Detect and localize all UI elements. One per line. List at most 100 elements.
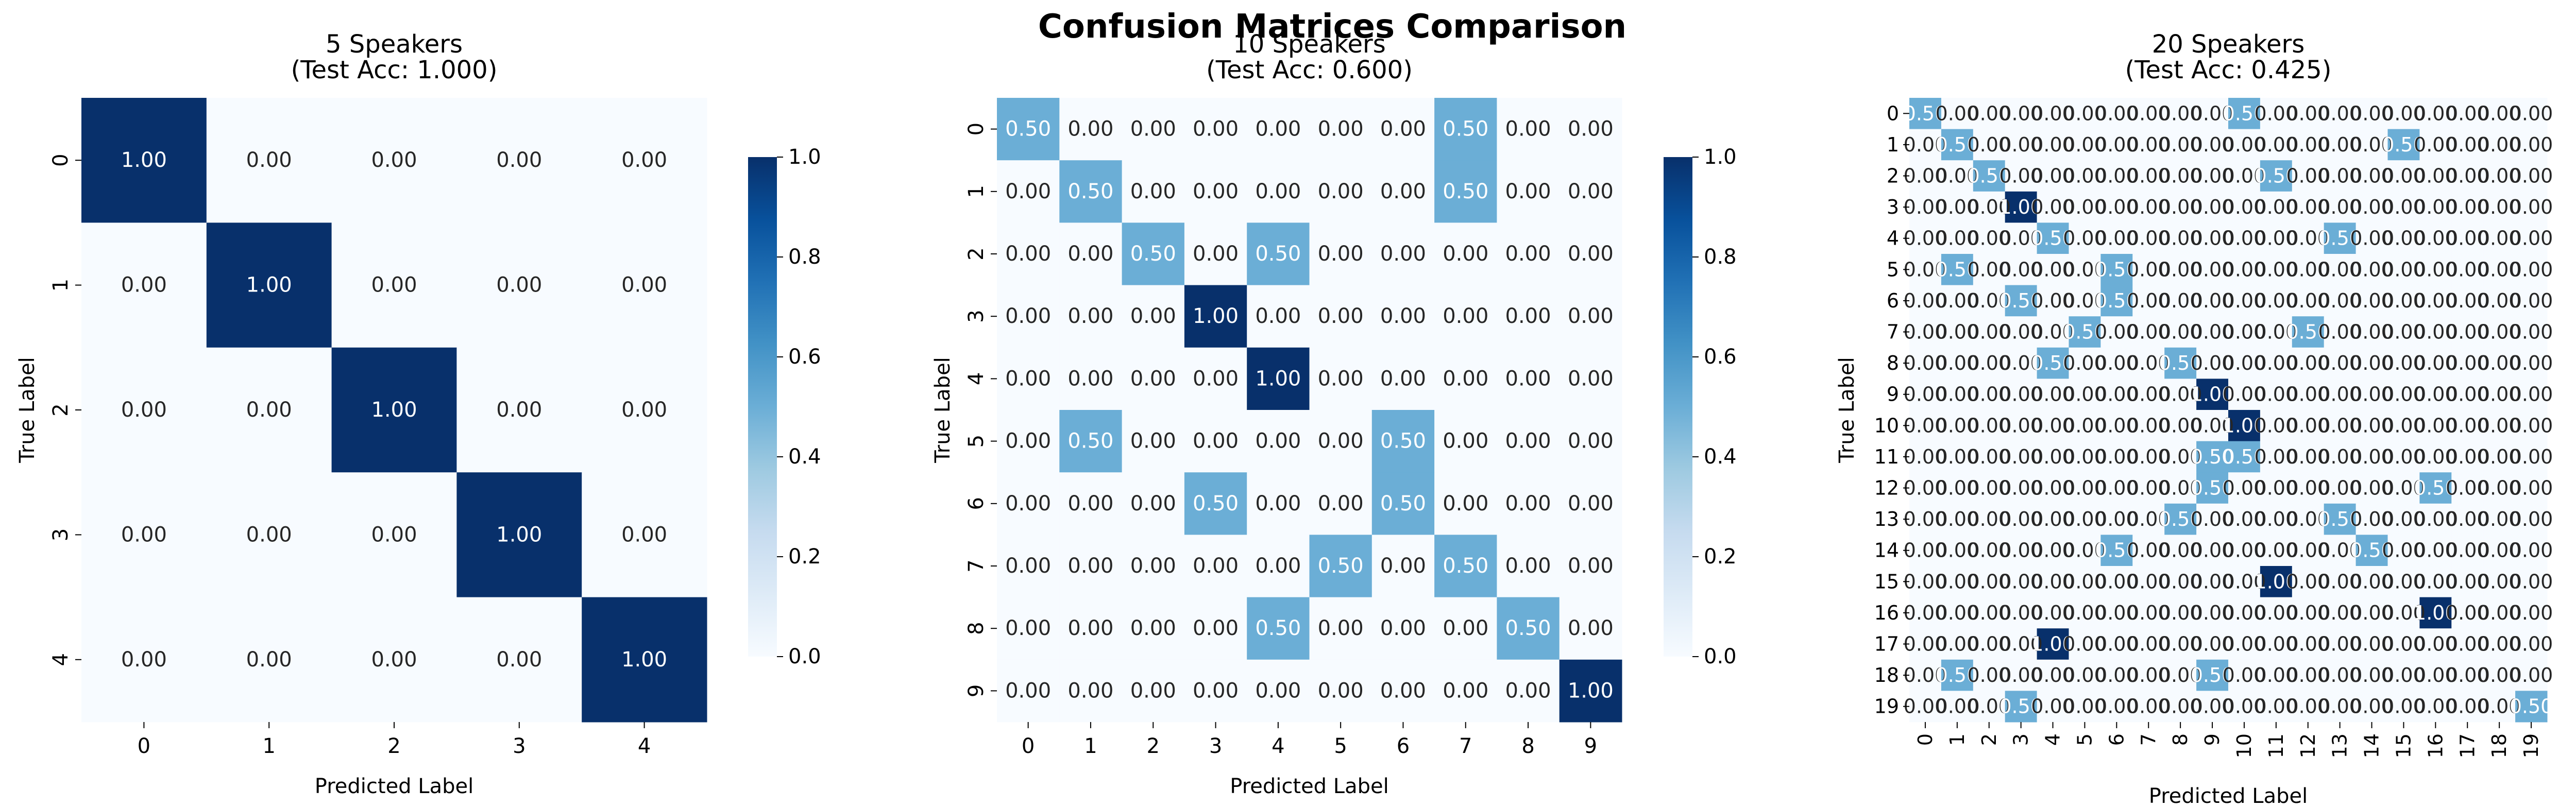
panel-2-cell-19-18 (2483, 691, 2516, 723)
panel-2-xtick-label-11: 11 (2265, 733, 2287, 758)
panel-2-cell-13-15 (2387, 503, 2420, 535)
panel-2-cell-19-8 (2164, 691, 2197, 723)
panel-2-cell-3-4 (2037, 191, 2069, 223)
panel-0-ytick-label-4: 4 (49, 653, 73, 666)
panel-2-cell-13-7 (2132, 503, 2165, 535)
panel-1-cell-3-8 (1497, 285, 1560, 348)
panel-2-annotation-6-17: 0.00 (2446, 289, 2489, 312)
panel-2-ytick-label-13: 13 (1874, 508, 1899, 530)
panel-1-annotation-8-8: 0.50 (1505, 616, 1551, 640)
panel-2-cell-7-15 (2387, 316, 2420, 348)
panel-2-cell-15-16 (2419, 566, 2452, 598)
panel-2-annotation-5-17: 0.00 (2446, 258, 2489, 281)
panel-2-annotation-0-6: 0.00 (2095, 102, 2139, 125)
panel-2-annotation-4-7: 0.00 (2127, 227, 2171, 250)
panel-1-cell-4-0 (997, 347, 1060, 410)
panel-2-cell-12-11 (2260, 472, 2293, 504)
panel-2-annotation-8-9: 0.00 (2191, 352, 2234, 374)
panel-2-annotation-5-5: 0.00 (2063, 258, 2107, 281)
panel-2-annotation-5-18: 0.00 (2478, 258, 2521, 281)
panel-2-cell-18-7 (2132, 659, 2165, 691)
panel-2-annotation-8-14: 0.00 (2350, 352, 2394, 374)
panel-1-xtick-label-5: 5 (1334, 734, 1347, 758)
panel-1-cell-0-2 (1122, 98, 1185, 161)
panel-0-xtick-label-4: 4 (638, 734, 651, 758)
panel-2-annotation-9-0: 0.00 (1904, 383, 1947, 406)
panel-1-title-line-1: (Test Acc: 0.600) (1206, 56, 1413, 84)
panel-0-cell-4-2 (331, 597, 457, 723)
panel-2-annotation-7-5: 0.50 (2063, 321, 2107, 344)
panel-0-cell-1-3 (456, 222, 582, 348)
panel-2-cell-8-15 (2387, 347, 2420, 379)
panel-2-cell-16-12 (2292, 597, 2325, 629)
panel-2-annotation-6-19: 0.00 (2510, 289, 2553, 312)
panel-1-cell-7-8 (1497, 535, 1560, 598)
panel-2-cell-10-1 (1941, 410, 1974, 442)
panel-2-cell-6-4 (2037, 285, 2069, 317)
panel-2-cell-16-19 (2515, 597, 2548, 629)
panel-2-cell-9-15 (2387, 379, 2420, 410)
heatmap-panel-2: 20 Speakers(Test Acc: 0.425)0.500.000.00… (1835, 30, 2553, 807)
panel-2-annotation-5-15: 0.00 (2382, 258, 2426, 281)
panel-1-annotation-6-2: 0.00 (1130, 492, 1176, 516)
panel-1-cell-3-4 (1247, 285, 1310, 348)
panel-2-cell-10-17 (2451, 410, 2484, 442)
panel-2-cell-14-16 (2419, 535, 2452, 566)
panel-2-annotation-3-1: 0.00 (1936, 196, 1979, 218)
panel-2-annotation-5-0: 0.00 (1904, 258, 1947, 281)
panel-1-ytick-label-5: 5 (964, 435, 988, 448)
panel-2-annotation-9-3: 0.00 (1999, 383, 2043, 406)
panel-2-cell-6-13 (2324, 285, 2357, 317)
panel-2-cell-18-19 (2515, 659, 2548, 691)
panel-2-annotation-4-8: 0.00 (2159, 227, 2202, 250)
panel-2-cell-7-17 (2451, 316, 2484, 348)
panel-2-annotation-6-8: 0.00 (2159, 289, 2202, 312)
panel-2-cell-2-7 (2132, 160, 2165, 192)
panel-2-annotation-0-16: 0.00 (2414, 102, 2458, 125)
panel-2-cell-17-6 (2100, 628, 2133, 660)
panel-0-xtick-label-0: 0 (138, 734, 150, 758)
panel-2-cell-15-15 (2387, 566, 2420, 598)
panel-2-cell-7-6 (2100, 316, 2133, 348)
panel-1-annotation-1-3: 0.00 (1193, 180, 1239, 203)
panel-0-annotation-4-2: 0.00 (371, 648, 417, 672)
panel-2-cell-18-18 (2483, 659, 2516, 691)
panel-1-cell-9-3 (1184, 659, 1247, 723)
panel-2-cell-14-12 (2292, 535, 2325, 566)
panel-1-cell-8-8 (1497, 597, 1560, 660)
panel-2-cell-1-16 (2419, 129, 2452, 161)
panel-2-cell-1-7 (2132, 129, 2165, 161)
panel-1-ytick-label-2: 2 (964, 247, 988, 260)
panel-2-cell-17-9 (2196, 628, 2229, 660)
panel-2-cell-11-4 (2037, 441, 2069, 473)
panel-2-cell-2-11 (2260, 160, 2293, 192)
panel-2-cell-11-16 (2419, 441, 2452, 473)
panel-2-cell-9-0 (1909, 379, 1942, 410)
panel-2-cell-9-2 (1973, 379, 2006, 410)
panel-2-cell-1-13 (2324, 129, 2357, 161)
panel-1-annotation-2-6: 0.00 (1380, 242, 1426, 266)
panel-1-cell-8-9 (1559, 597, 1622, 660)
panel-1-cell-1-6 (1371, 160, 1435, 223)
panel-1-annotation-5-2: 0.00 (1130, 430, 1176, 453)
panel-2-annotation-7-16: 0.00 (2414, 321, 2458, 344)
panel-2-cell-0-17 (2451, 98, 2484, 130)
figure-title: Confusion Matrices Comparison (1038, 8, 1626, 46)
panel-2-cell-11-0 (1909, 441, 1942, 473)
panel-1-annotation-2-0: 0.00 (1005, 242, 1051, 266)
panel-2-xtick-label-12: 12 (2297, 733, 2319, 758)
panel-2-cell-15-6 (2100, 566, 2133, 598)
panel-2-cell-13-5 (2069, 503, 2101, 535)
panel-2-xtick-label-0: 0 (1914, 733, 1937, 746)
panel-0-ylabel: True Label (15, 357, 39, 463)
panel-1-cell-4-9 (1559, 347, 1622, 410)
panel-2-cell-5-2 (1973, 254, 2006, 286)
panel-2-cell-3-8 (2164, 191, 2197, 223)
panel-0-xtick-label-3: 3 (513, 734, 526, 758)
panel-2-cell-16-9 (2196, 597, 2229, 629)
panel-1-cell-9-6 (1371, 659, 1435, 723)
panel-2-cell-4-15 (2387, 222, 2420, 254)
panel-2-cell-7-1 (1941, 316, 1974, 348)
panel-1-colorbar (1664, 157, 1692, 657)
panel-2-annotation-8-0: 0.00 (1904, 352, 1947, 374)
